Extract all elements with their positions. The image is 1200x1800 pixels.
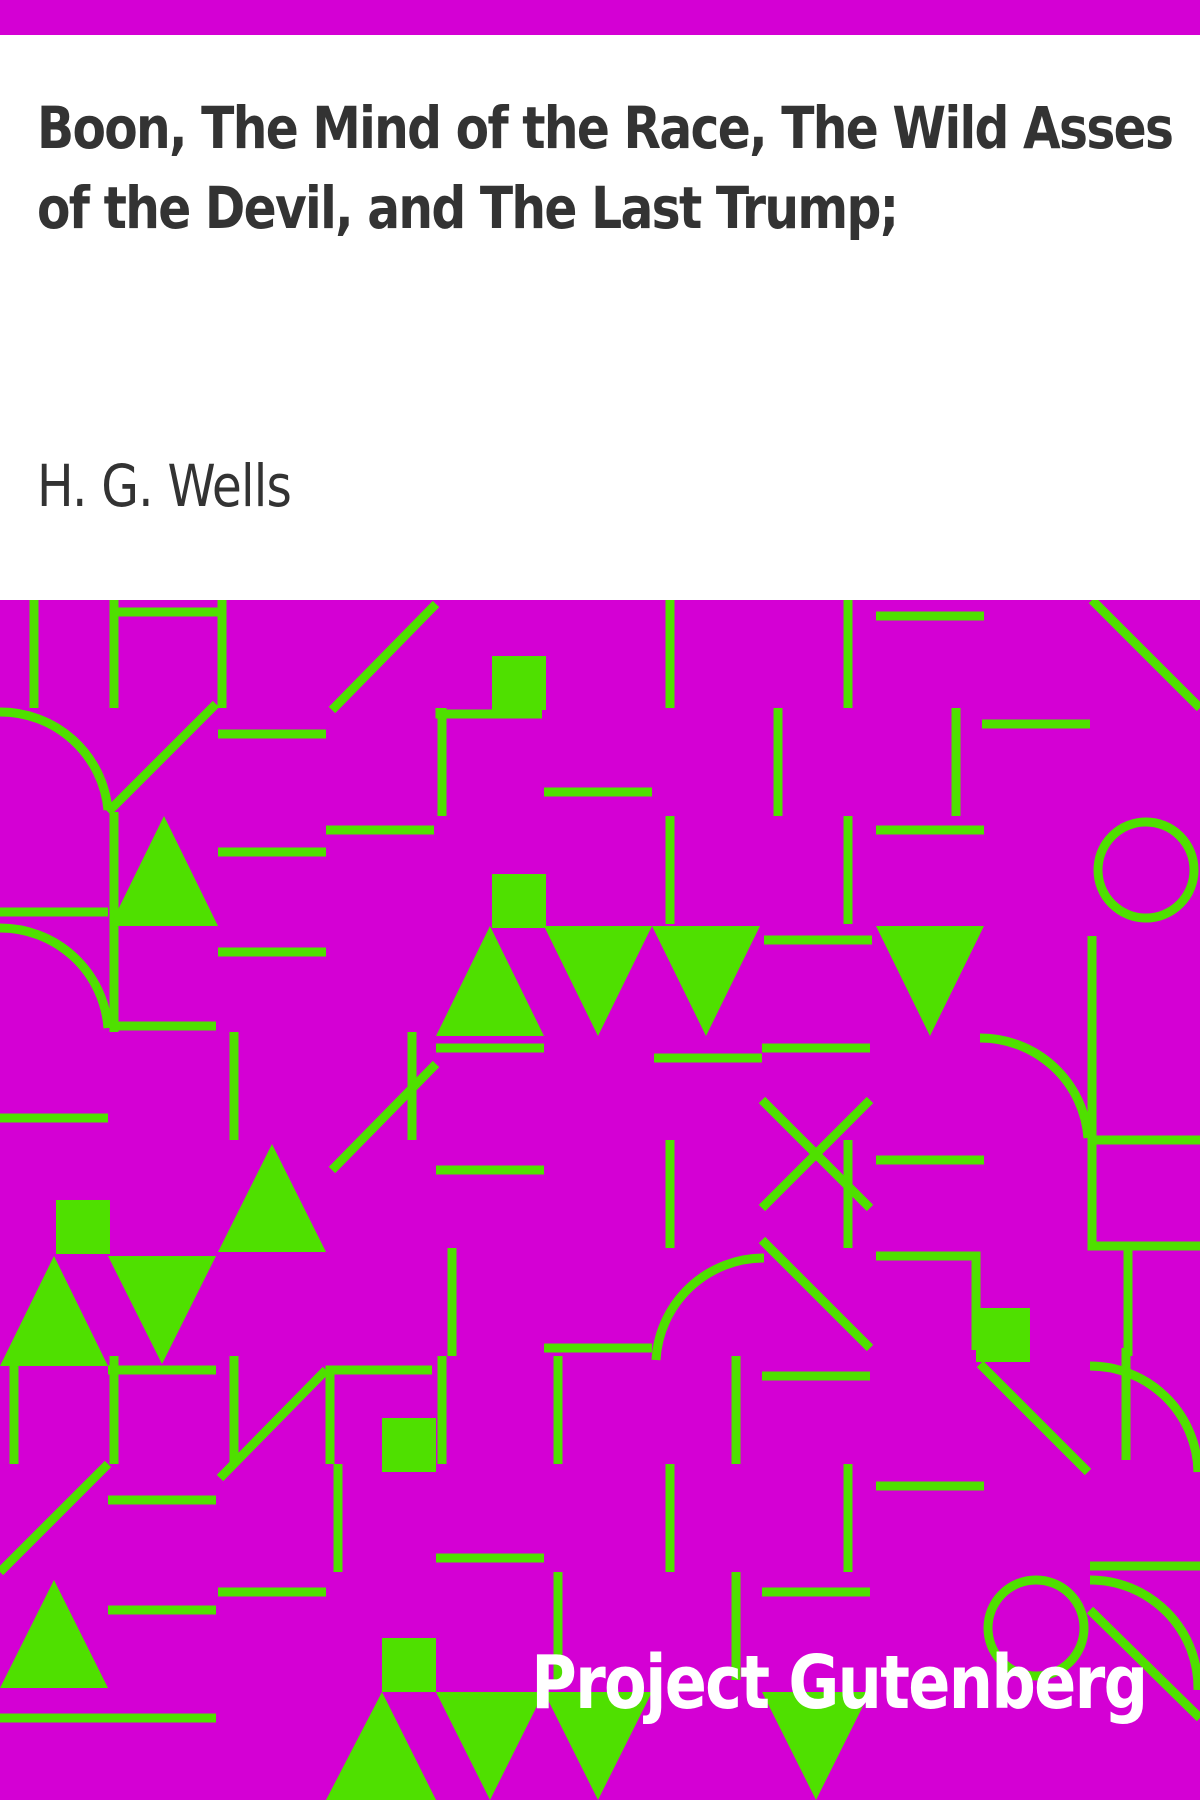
- publisher-logo-text: Project Gutenberg: [530, 1640, 1148, 1726]
- title-block: [0, 35, 1200, 600]
- top-color-bar: [0, 0, 1200, 35]
- cover-pattern-graphic: [0, 600, 1200, 1800]
- book-author: H. G. Wells: [37, 452, 292, 520]
- cover-pattern: [0, 600, 1200, 1800]
- book-title: Boon, The Mind of the Race, The Wild Ass…: [37, 94, 1174, 242]
